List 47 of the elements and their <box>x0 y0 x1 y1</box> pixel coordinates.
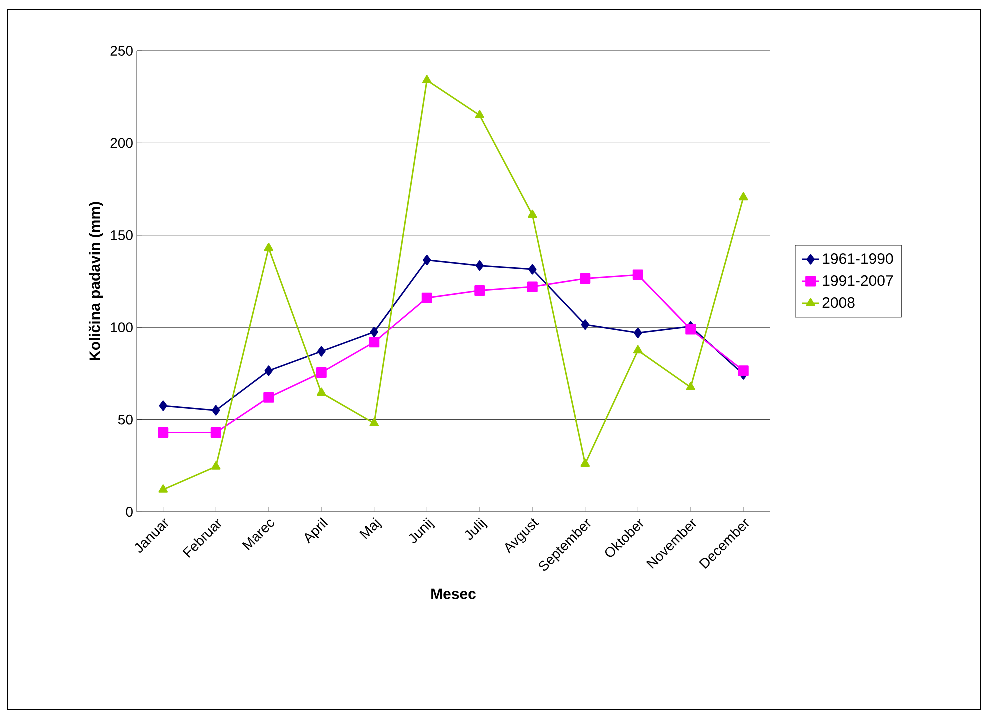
point <box>316 388 326 396</box>
y-tick-label: 150 <box>111 230 133 240</box>
legend-label: 1991-2007 <box>823 276 894 286</box>
point <box>527 282 538 292</box>
point <box>738 366 749 376</box>
point <box>264 243 274 252</box>
point <box>211 462 221 470</box>
point <box>686 324 696 335</box>
point <box>634 328 642 338</box>
point <box>528 264 537 275</box>
point <box>633 345 643 354</box>
point <box>370 326 379 338</box>
point <box>318 346 326 357</box>
y-tick-label: 0 <box>126 507 133 517</box>
point <box>370 418 380 426</box>
point <box>159 400 168 412</box>
point <box>528 210 538 218</box>
y-tick-label: 200 <box>110 138 133 148</box>
y-tick-label: 100 <box>111 322 133 333</box>
point <box>158 427 169 438</box>
x-tick-label: Julij <box>465 518 488 540</box>
point <box>686 382 696 391</box>
point <box>264 392 274 403</box>
point <box>264 366 274 376</box>
point <box>580 273 591 284</box>
point <box>369 337 380 348</box>
legend-label: 1961-1990 <box>823 254 894 264</box>
legend-label: 2008 <box>822 297 855 308</box>
point <box>316 368 327 378</box>
y-axis-title: Količina padavin (mm) <box>88 202 104 361</box>
point <box>580 458 590 468</box>
point <box>422 292 432 304</box>
point <box>423 255 432 266</box>
point <box>212 405 220 416</box>
point <box>581 320 590 330</box>
point <box>632 270 644 280</box>
x-tick-label: Maj <box>360 518 382 540</box>
point <box>422 75 432 84</box>
point <box>158 484 168 493</box>
point <box>476 260 484 272</box>
point <box>474 285 486 296</box>
point <box>475 110 485 119</box>
x-axis-title: Mesec <box>432 588 476 600</box>
y-tick-label: 50 <box>118 414 133 425</box>
point <box>210 427 222 438</box>
point <box>738 192 748 201</box>
y-tick-label: 250 <box>110 46 133 56</box>
